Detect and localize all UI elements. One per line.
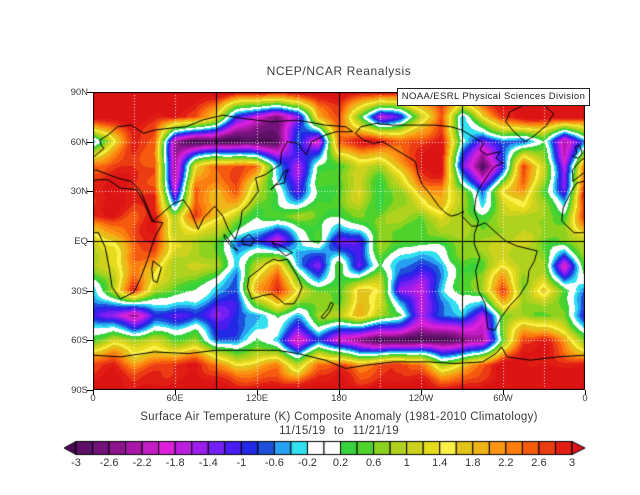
lon-tick-label: 180 [331,393,347,404]
colorbar-tick-label: 3 [568,457,576,469]
noaa-watermark-box: NOAA/ESRL Physical Sciences Division [397,88,590,106]
lon-tick-mark [585,390,586,395]
colorbar-tick-label: -2.6 [99,457,119,469]
lat-tick-mark [87,191,93,192]
colorbar-tick-label: -1 [236,457,247,469]
colorbar-canvas [0,440,640,458]
lat-tick-mark [87,241,93,242]
colorbar-tick-label: 2.6 [531,457,547,469]
lat-tick-label: 60S [71,335,88,347]
lat-tick-mark [87,142,93,143]
lon-tick-mark [257,390,258,395]
lon-tick-label: 0 [582,393,588,404]
lon-tick-mark [93,390,94,395]
lat-tick-mark [87,390,93,391]
lat-tick-label: 60N [70,136,88,148]
lat-tick-label: 90N [70,87,88,98]
lat-tick-mark [87,291,93,292]
caption-date-range: 11/15/19 to 11/21/19 [279,425,399,437]
lon-tick-label: 0 [90,393,96,404]
colorbar-tick-label: 1.8 [465,457,481,469]
colorbar-tick-label: -0.6 [264,457,284,469]
lat-tick-label: 30S [71,285,88,297]
noaa-watermark-text: NOAA/ESRL Physical Sciences Division [401,91,586,102]
colorbar-tick-label: -2.2 [132,457,152,469]
colorbar-tick-label: -3 [71,457,81,469]
lat-tick-label: EQ [74,236,88,247]
colorbar-tick-label: 1.4 [432,457,448,469]
colorbar-tick-label: 2.2 [498,457,514,469]
lat-tick-label: 30N [70,186,88,198]
anomaly-map-canvas [93,92,585,390]
lon-tick-label: 120E [245,393,269,404]
lon-tick-mark [175,390,176,395]
colorbar-tick-label: -1.8 [165,457,185,469]
lon-tick-mark [421,390,422,395]
caption-variable: Surface Air Temperature (K) Composite An… [140,411,538,423]
colorbar-tick-label: 1 [403,457,410,469]
colorbar-tick-label: 0.2 [332,457,349,469]
colorbar-tick-label: -0.2 [297,457,317,469]
lat-tick-label: 90S [71,385,88,396]
lon-tick-label: 60E [166,393,184,404]
lon-tick-label: 120W [408,393,434,404]
lon-tick-label: 60W [493,393,513,404]
lat-tick-mark [87,340,93,341]
lon-tick-mark [339,390,340,395]
colorbar-tick-label: 0.6 [365,457,382,469]
lon-tick-mark [503,390,504,395]
colorbar-tick-label: -1.4 [198,457,218,469]
lat-tick-mark [87,92,93,93]
plot-title: NCEP/NCAR Reanalysis [266,64,412,78]
